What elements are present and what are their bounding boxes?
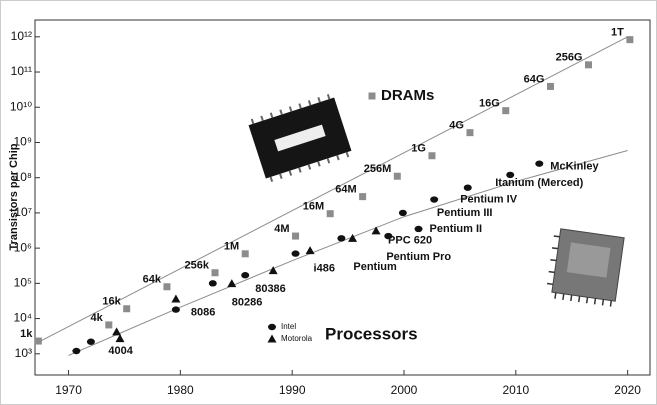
point-label: 64k <box>143 274 162 286</box>
x-tick-label: 1970 <box>55 383 82 397</box>
y-tick-label: 10⁶ <box>14 240 32 254</box>
point-label: Pentium IV <box>460 193 518 205</box>
y-tick-label: 10⁴ <box>13 311 32 325</box>
point-label: 256M <box>364 163 392 175</box>
x-tick-label: 2020 <box>614 383 641 397</box>
data-point <box>123 305 130 312</box>
point-label: 1k <box>20 328 33 340</box>
y-tick-label: 10³ <box>15 346 32 360</box>
point-label: 256k <box>185 260 210 272</box>
x-tick-label: 2010 <box>502 383 529 397</box>
data-point <box>464 184 472 190</box>
data-point <box>292 250 300 256</box>
point-label: 4004 <box>108 345 133 357</box>
point-label: 4M <box>274 223 289 235</box>
point-label: 1G <box>411 143 426 155</box>
data-point <box>399 210 407 216</box>
point-label: 1M <box>224 241 239 253</box>
data-point <box>327 210 334 217</box>
y-tick-label: 10⁷ <box>14 205 32 219</box>
data-point <box>171 294 180 302</box>
point-label: 16k <box>102 296 121 308</box>
series-key <box>369 93 376 100</box>
y-tick-label: 10⁹ <box>14 135 33 149</box>
data-point <box>87 339 95 345</box>
point-label: 16M <box>303 201 324 213</box>
data-point <box>626 36 633 43</box>
data-point <box>337 235 345 241</box>
point-label: Pentium II <box>430 223 483 235</box>
point-label: 4k <box>91 312 104 324</box>
point-label: Pentium Pro <box>386 251 451 263</box>
data-point <box>241 272 249 278</box>
data-point <box>105 321 112 328</box>
y-tick-label: 10⁸ <box>14 170 32 184</box>
legend-label: Motorola <box>281 334 313 343</box>
point-label: 256G <box>556 52 583 64</box>
point-label: Pentium III <box>437 207 493 219</box>
data-point <box>394 173 401 180</box>
point-label: Itanium (Merced) <box>495 177 583 189</box>
x-tick-label: 1980 <box>167 383 194 397</box>
data-point <box>372 226 381 234</box>
data-point <box>212 269 219 276</box>
data-point <box>428 152 435 159</box>
point-label: 64M <box>335 184 356 196</box>
y-axis-label: Transistors per Chip <box>8 143 20 250</box>
data-point <box>72 348 80 354</box>
point-label: 80386 <box>255 283 286 295</box>
point-label: 1T <box>611 27 624 39</box>
legend-label: Intel <box>281 322 296 331</box>
y-tick-label: 10¹² <box>11 29 32 43</box>
data-point <box>209 280 217 286</box>
data-point <box>535 160 543 166</box>
data-point <box>466 129 473 136</box>
point-label: 16G <box>479 98 500 110</box>
legend-marker <box>268 324 276 330</box>
data-point <box>547 83 554 90</box>
point-label: i486 <box>314 262 335 274</box>
y-tick-label: 10¹¹ <box>11 64 32 78</box>
data-point <box>415 226 423 232</box>
point-label: McKinley <box>550 161 599 173</box>
sdram-chip-image <box>247 93 353 184</box>
data-point <box>430 196 438 202</box>
chart: Transistors per Chip Processors 10³ 10⁴ 10… <box>0 0 657 405</box>
legend-marker <box>268 335 277 343</box>
y-tick-label: 10¹⁰ <box>10 99 32 113</box>
data-point <box>112 327 121 335</box>
x-tick-label: 1990 <box>279 383 306 397</box>
series-label: DRAMs <box>381 87 434 104</box>
x-tick-label: 2000 <box>391 383 418 397</box>
y-tick-label: 10⁵ <box>14 276 32 290</box>
point-label: 64G <box>524 73 545 85</box>
data-point <box>585 61 592 68</box>
data-point <box>227 279 236 287</box>
annotation: Processors <box>325 324 418 343</box>
data-point <box>502 107 509 114</box>
point-label: 4G <box>449 120 464 132</box>
point-label: PPC 620 <box>388 235 432 247</box>
point-label: Pentium <box>353 261 397 273</box>
data-point <box>163 283 170 290</box>
processor-chip-image <box>545 228 624 307</box>
point-label: 8086 <box>191 306 215 318</box>
data-point <box>242 250 249 257</box>
data-point <box>35 338 42 345</box>
data-point <box>306 246 315 254</box>
data-point <box>292 233 299 240</box>
point-label: 80286 <box>232 296 263 308</box>
data-point <box>172 306 180 312</box>
data-point <box>359 193 366 200</box>
